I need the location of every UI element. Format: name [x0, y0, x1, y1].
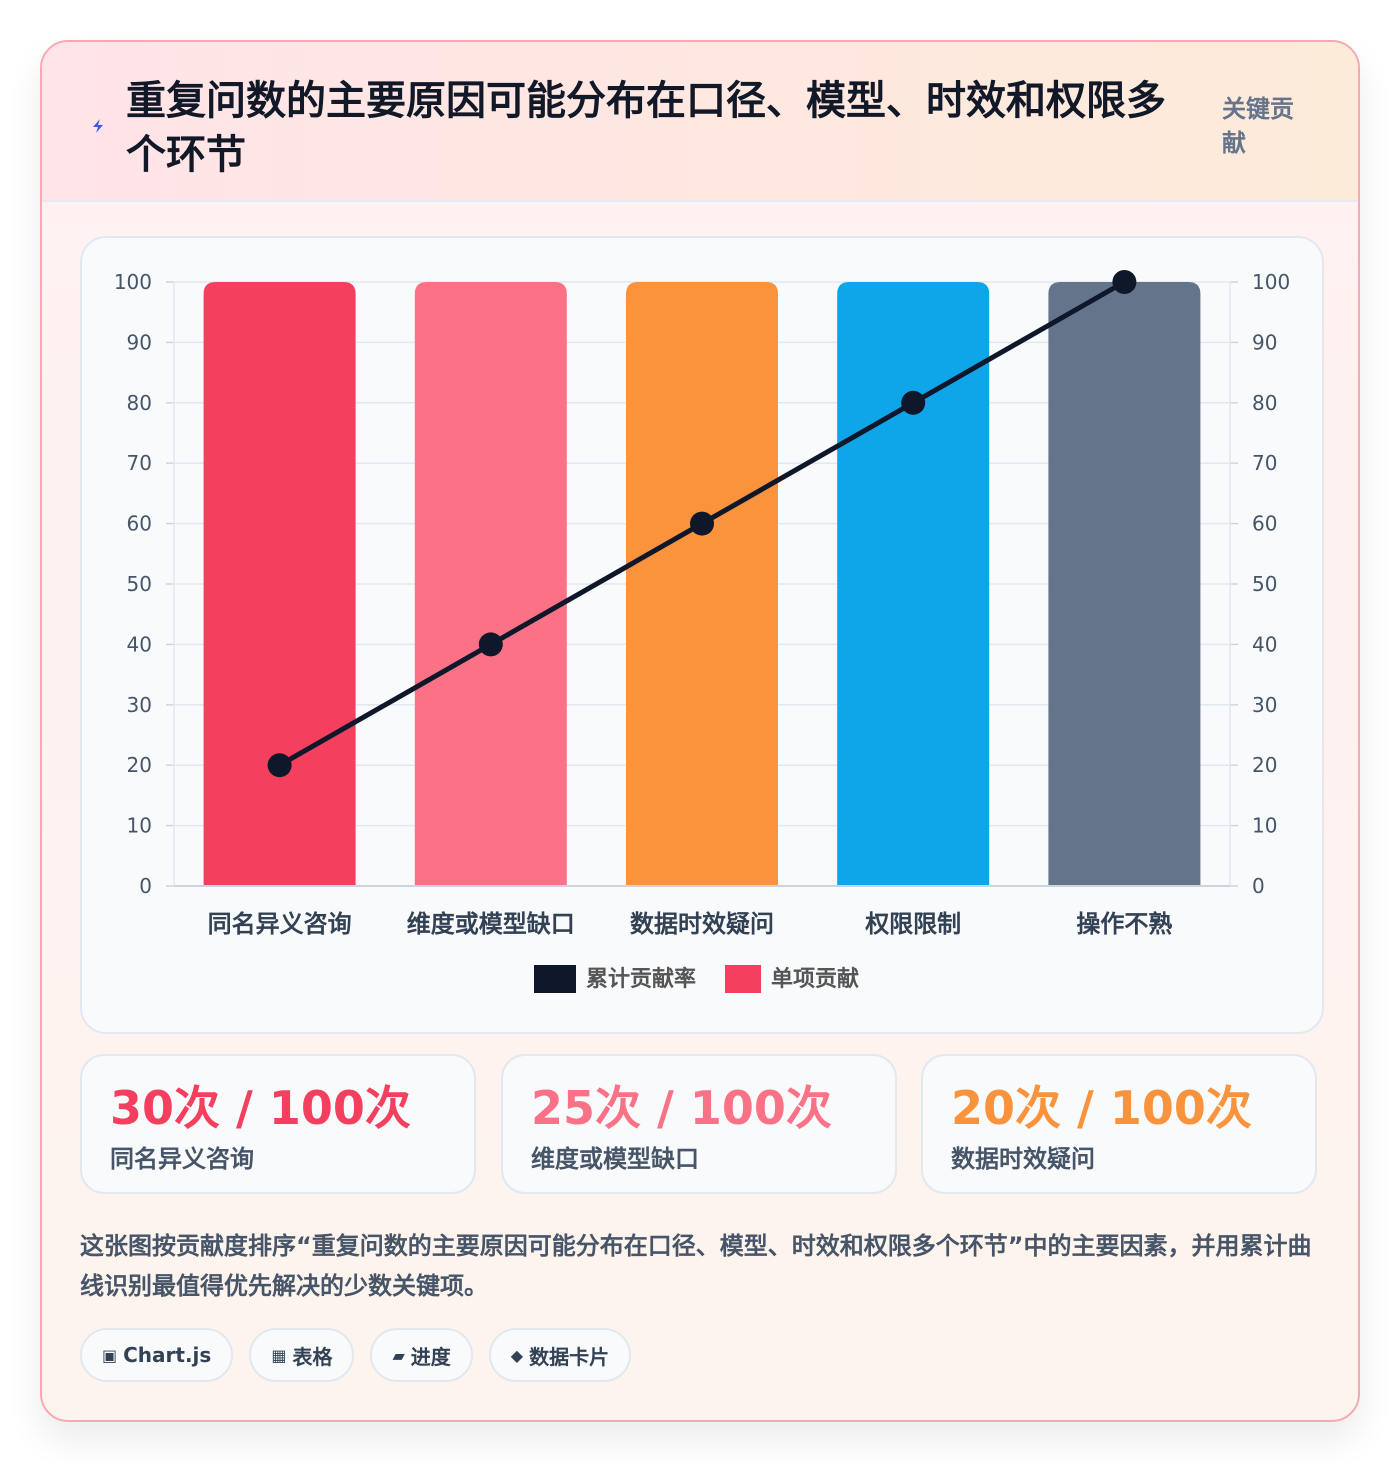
y2-tick-label: 40: [1252, 632, 1277, 656]
line-point: [1112, 270, 1137, 294]
line-point: [267, 753, 292, 778]
x-tick-label: 同名异义咨询: [208, 910, 352, 938]
legend-label: 累计贡献率: [586, 966, 696, 992]
y-tick-label: 50: [127, 572, 152, 596]
page-title: 重复问数的主要原因可能分布在口径、模型、时效和权限多个环节: [126, 78, 1166, 178]
bar: [203, 282, 356, 886]
stat-value: 30次 / 100次: [110, 1081, 411, 1135]
stat-label: 数据时效疑问: [951, 1145, 1095, 1173]
y-tick-label: 80: [127, 391, 152, 415]
y-tick-label: 40: [127, 632, 152, 656]
table-icon: ▦: [271, 1345, 287, 1365]
bar: [414, 282, 567, 886]
legend-swatch: [725, 965, 761, 993]
stat-card: 30次 / 100次 同名异义咨询: [80, 1054, 476, 1194]
chip-progress[interactable]: ▰ 进度: [370, 1328, 473, 1382]
y-tick-label: 0: [139, 874, 152, 898]
y2-tick-label: 100: [1252, 270, 1290, 294]
y2-tick-label: 30: [1252, 693, 1277, 717]
stat-label: 同名异义咨询: [110, 1145, 254, 1173]
bar: [626, 282, 778, 886]
y2-tick-label: 0: [1252, 874, 1265, 898]
chart-icon: ▣: [102, 1345, 118, 1365]
legend-swatch: [534, 965, 576, 993]
y-tick-label: 60: [127, 512, 152, 536]
chip-group: ▣ Chart.js ▦ 表格 ▰ 进度 ◆ 数据卡片: [80, 1328, 632, 1382]
y2-tick-label: 10: [1252, 814, 1277, 838]
stat-card: 25次 / 100次 维度或模型缺口: [501, 1054, 897, 1194]
chip-chartjs[interactable]: ▣ Chart.js: [80, 1328, 234, 1382]
stat-label: 维度或模型缺口: [531, 1145, 699, 1173]
x-tick-label: 数据时效疑问: [630, 910, 774, 938]
chip-label: Chart.js: [123, 1343, 212, 1367]
chip-label: 表格: [292, 1344, 333, 1369]
chip-data-card[interactable]: ◆ 数据卡片: [488, 1328, 632, 1382]
y2-tick-label: 50: [1252, 572, 1277, 596]
stat-value: 20次 / 100次: [951, 1081, 1252, 1135]
card-header: 重复问数的主要原因可能分布在口径、模型、时效和权限多个环节 关键贡献: [42, 42, 1358, 202]
line-point: [478, 632, 503, 657]
chip-label: 数据卡片: [529, 1344, 610, 1369]
legend-label: 单项贡献: [771, 966, 859, 992]
chart-panel: 0 0 10 10 20 20 30 30 40 40 50 50 60 60 70 70 80 80 90 90 10…: [80, 236, 1324, 1034]
line-point: [901, 390, 926, 415]
y-tick-label: 10: [127, 814, 152, 838]
diamond-icon: ◆: [510, 1345, 524, 1365]
x-tick-label: 维度或模型缺口: [407, 910, 575, 938]
lightning-icon: [93, 119, 103, 133]
line-point: [690, 511, 714, 536]
y2-tick-label: 60: [1252, 512, 1277, 536]
progress-icon: ▰: [392, 1345, 405, 1365]
chart-description: 这张图按贡献度排序“重复问数的主要原因可能分布在口径、模型、时效和权限多个环节”…: [80, 1232, 1312, 1300]
x-tick-label: 权限限制: [864, 910, 961, 938]
y-tick-label: 90: [127, 330, 152, 354]
y2-tick-label: 80: [1252, 391, 1277, 415]
pareto-chart: 0 0 10 10 20 20 30 30 40 40 50 50 60 60 70 70 80 80 90 90 10…: [114, 270, 1290, 993]
y-tick-label: 100: [114, 270, 152, 294]
bar: [1048, 282, 1201, 886]
x-tick-label: 操作不熟: [1076, 910, 1172, 938]
y-tick-label: 30: [127, 693, 152, 717]
chip-table[interactable]: ▦ 表格: [249, 1328, 355, 1382]
stat-card: 20次 / 100次 数据时效疑问: [921, 1054, 1317, 1194]
y-tick-label: 20: [127, 753, 152, 777]
stat-value: 25次 / 100次: [531, 1081, 832, 1135]
bar: [837, 282, 990, 886]
y2-tick-label: 70: [1252, 451, 1277, 475]
chart-card: 重复问数的主要原因可能分布在口径、模型、时效和权限多个环节 关键贡献 0 0 10 1…: [40, 40, 1360, 1422]
chip-label: 进度: [410, 1344, 451, 1369]
y2-tick-label: 90: [1252, 330, 1277, 354]
y-tick-label: 70: [127, 451, 152, 475]
y2-tick-label: 20: [1252, 753, 1277, 777]
header-tag: 关键贡献: [1222, 95, 1294, 157]
